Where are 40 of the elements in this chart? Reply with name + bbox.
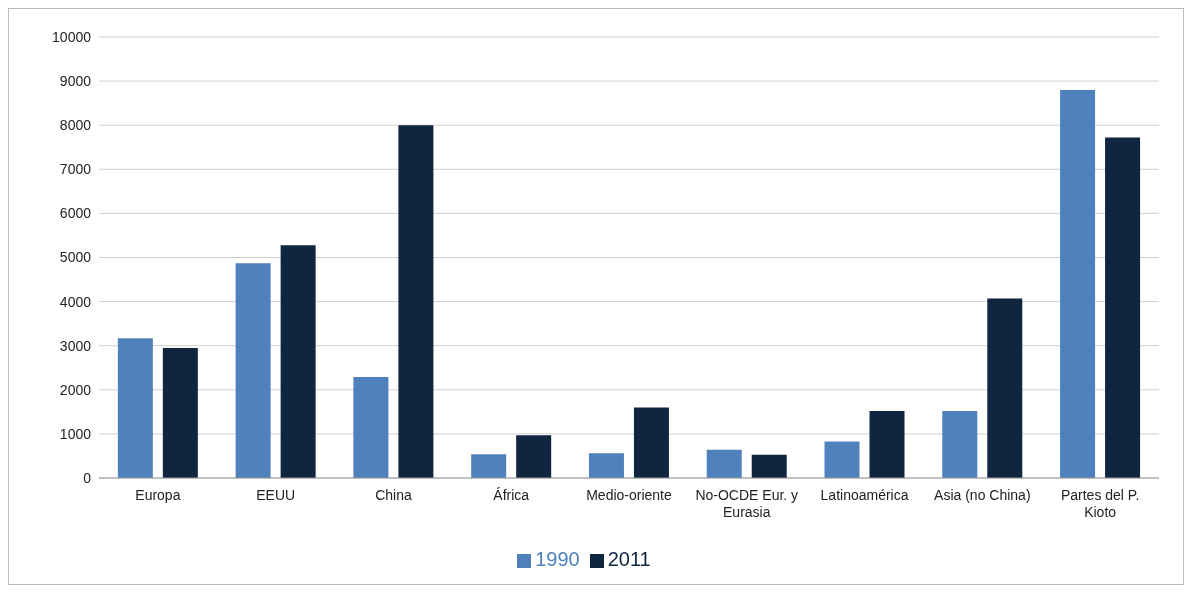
bar bbox=[869, 410, 905, 478]
x-tick-label: EEUU bbox=[256, 487, 296, 503]
bar bbox=[942, 410, 978, 478]
x-tick-label: Partes del P. Kioto bbox=[1060, 487, 1140, 520]
x-tick-label: África bbox=[493, 487, 530, 503]
bar bbox=[235, 263, 271, 478]
bar bbox=[1105, 137, 1141, 478]
bar bbox=[162, 347, 198, 478]
bar bbox=[706, 449, 742, 478]
bar bbox=[751, 454, 787, 478]
y-tick-label: 10000 bbox=[52, 28, 92, 45]
bar bbox=[398, 125, 434, 478]
y-tick-label: 4000 bbox=[59, 293, 92, 310]
x-tick-label: Europa bbox=[135, 487, 181, 503]
x-tick-label: Latinoamérica bbox=[820, 487, 909, 503]
x-tick-label: Medio-oriente bbox=[586, 487, 673, 503]
y-tick-label: 3000 bbox=[59, 337, 92, 354]
bar bbox=[471, 454, 507, 478]
y-tick-label: 7000 bbox=[59, 161, 92, 178]
y-tick-label: 6000 bbox=[59, 205, 92, 222]
bar bbox=[516, 435, 552, 478]
y-tick-label: 8000 bbox=[59, 117, 92, 134]
bar bbox=[1060, 89, 1096, 478]
x-tick-label: Asia (no China) bbox=[934, 487, 1031, 503]
bar bbox=[824, 441, 860, 478]
bar bbox=[117, 338, 153, 478]
bar bbox=[987, 298, 1023, 478]
y-tick-label: 2000 bbox=[59, 381, 92, 398]
bar bbox=[353, 377, 389, 478]
bar bbox=[280, 245, 316, 478]
y-tick-label: 9000 bbox=[59, 73, 92, 90]
x-tick-label: China bbox=[375, 487, 412, 503]
x-tick-label: No-OCDE Eur. y Eurasia bbox=[695, 487, 799, 520]
legend-label: 2011 bbox=[607, 548, 651, 570]
bar bbox=[633, 407, 669, 478]
y-tick-label: 1000 bbox=[59, 425, 92, 442]
y-tick-label: 5000 bbox=[59, 249, 92, 266]
y-tick-label: 0 bbox=[83, 469, 92, 486]
legend-label: 1990 bbox=[535, 548, 580, 570]
bar bbox=[588, 453, 624, 478]
